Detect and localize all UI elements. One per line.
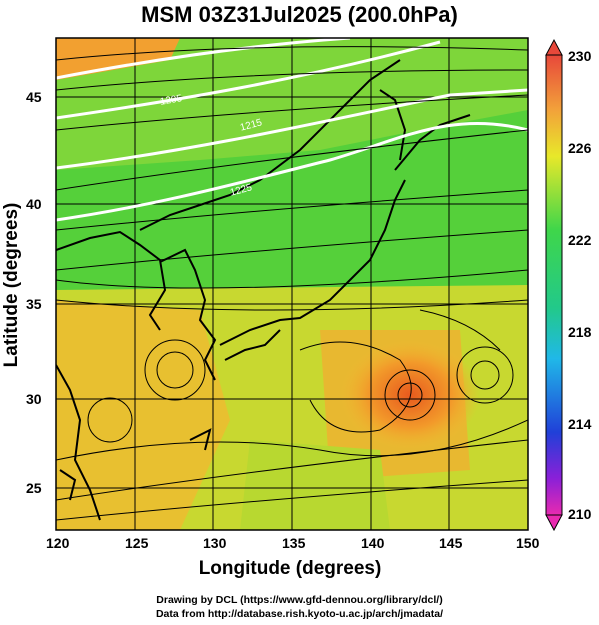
x-tick-145: 145 xyxy=(439,535,463,551)
colorbar-tick-226: 226 xyxy=(568,140,592,156)
x-tick-125: 125 xyxy=(125,535,149,551)
credit-data: Data from http://database.rish.kyoto-u.a… xyxy=(155,608,444,620)
contour-lines xyxy=(56,38,528,222)
colorbar-tick-230: 230 xyxy=(568,48,592,64)
y-tick-45: 45 xyxy=(26,89,42,105)
plot-frame xyxy=(55,37,529,531)
colorbar xyxy=(545,38,563,532)
x-tick-135: 135 xyxy=(282,535,306,551)
colorbar-tick-210: 210 xyxy=(568,506,592,522)
y-tick-30: 30 xyxy=(26,391,42,407)
x-axis-label: Longitude (degrees) xyxy=(198,558,382,579)
x-tick-130: 130 xyxy=(203,535,227,551)
credit-drawing: Drawing by DCL (https://www.gfd-dennou.o… xyxy=(156,594,443,606)
colorbar-tick-218: 218 xyxy=(568,324,592,340)
x-tick-140: 140 xyxy=(361,535,385,551)
x-tick-120: 120 xyxy=(46,535,70,551)
grid-lines xyxy=(56,38,528,530)
streamlines xyxy=(56,46,528,521)
y-tick-25: 25 xyxy=(26,480,42,496)
y-tick-35: 35 xyxy=(26,296,42,312)
colorbar-tick-222: 222 xyxy=(568,232,592,248)
colorbar-tick-214: 214 xyxy=(568,416,592,432)
y-axis-label: Latitude (degrees) xyxy=(1,202,22,368)
map-title: MSM 03Z31Jul2025 (200.0hPa) xyxy=(141,2,458,27)
y-tick-40: 40 xyxy=(26,196,42,212)
x-tick-150: 150 xyxy=(516,535,540,551)
